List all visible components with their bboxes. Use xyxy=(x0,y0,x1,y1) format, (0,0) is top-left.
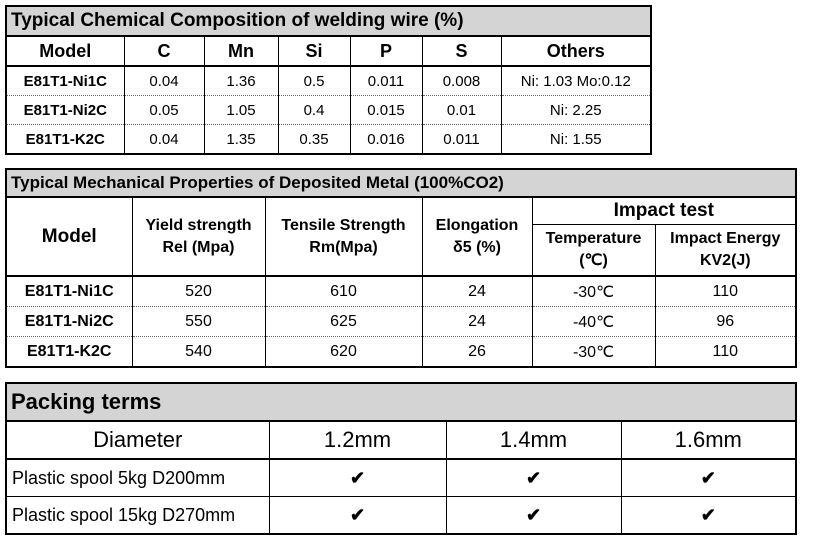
header-impact-test: Impact test xyxy=(531,196,797,225)
checkmark-icon: ✔ xyxy=(620,458,797,497)
cell-mn: 1.05 xyxy=(203,95,279,125)
cell-model: E81T1-Ni1C xyxy=(5,66,125,96)
cell-model: E81T1-K2C xyxy=(5,124,125,154)
header-1-6mm: 1.6mm xyxy=(620,420,797,460)
table-row: E81T1-Ni2C 550 625 24 -40℃ 96 xyxy=(5,306,797,337)
mechanical-properties-table: Typical Mechanical Properties of Deposit… xyxy=(5,168,798,368)
header-s: S xyxy=(421,35,502,67)
cell-temperature: -40℃ xyxy=(531,306,656,337)
cell-p: 0.016 xyxy=(349,124,423,154)
cell-si: 0.4 xyxy=(277,95,351,125)
cell-s: 0.011 xyxy=(421,124,502,154)
checkmark-icon: ✔ xyxy=(445,458,622,497)
cell-tensile: 620 xyxy=(264,336,423,367)
cell-temperature: -30℃ xyxy=(531,336,656,367)
header-si: Si xyxy=(277,35,351,67)
header-elongation: Elongation δ5 (%) xyxy=(421,196,533,277)
chemical-composition-table: Typical Chemical Composition of welding … xyxy=(5,5,653,155)
cell-others: Ni: 1.03 Mo:0.12 xyxy=(500,66,652,96)
cell-s: 0.01 xyxy=(421,95,502,125)
cell-yield: 520 xyxy=(131,276,266,307)
header-c: C xyxy=(123,35,205,67)
header-model: Model xyxy=(5,196,133,277)
chemical-table-title: Typical Chemical Composition of welding … xyxy=(5,6,652,37)
cell-impact-energy: 110 xyxy=(654,276,797,307)
cell-yield: 540 xyxy=(131,336,266,367)
header-others: Others xyxy=(500,35,652,67)
cell-mn: 1.36 xyxy=(203,66,279,96)
table-row: Plastic spool 15kg D270mm ✔ ✔ ✔ xyxy=(5,496,797,535)
mechanical-table-title: Typical Mechanical Properties of Deposit… xyxy=(5,169,797,198)
cell-packing-label: Plastic spool 5kg D200mm xyxy=(5,458,270,497)
cell-tensile: 610 xyxy=(264,276,423,307)
cell-others: Ni: 1.55 xyxy=(500,124,652,154)
cell-yield: 550 xyxy=(131,306,266,337)
packing-terms-table: Packing terms Diameter 1.2mm 1.4mm 1.6mm… xyxy=(5,382,798,535)
header-tensile-strength: Tensile Strength Rm(Mpa) xyxy=(264,196,423,277)
table-row: E81T1-Ni1C 0.04 1.36 0.5 0.011 0.008 Ni:… xyxy=(5,66,652,96)
cell-c: 0.05 xyxy=(123,95,205,125)
cell-packing-label: Plastic spool 15kg D270mm xyxy=(5,496,270,535)
packing-table-title: Packing terms xyxy=(5,382,797,422)
cell-impact-energy: 110 xyxy=(654,336,797,367)
header-1-4mm: 1.4mm xyxy=(445,420,622,460)
cell-c: 0.04 xyxy=(123,66,205,96)
checkmark-icon: ✔ xyxy=(268,458,447,497)
checkmark-icon: ✔ xyxy=(445,496,622,535)
header-model: Model xyxy=(5,35,125,67)
cell-elongation: 24 xyxy=(421,276,533,307)
table-row: E81T1-K2C 540 620 26 -30℃ 110 xyxy=(5,336,797,367)
cell-si: 0.35 xyxy=(277,124,351,154)
header-impact-energy: Impact Energy KV2(J) xyxy=(654,224,797,277)
table-row: E81T1-K2C 0.04 1.35 0.35 0.016 0.011 Ni:… xyxy=(5,124,652,154)
cell-impact-energy: 96 xyxy=(654,306,797,337)
cell-tensile: 625 xyxy=(264,306,423,337)
cell-elongation: 26 xyxy=(421,336,533,367)
cell-si: 0.5 xyxy=(277,66,351,96)
cell-elongation: 24 xyxy=(421,306,533,337)
checkmark-icon: ✔ xyxy=(620,496,797,535)
table-row: E81T1-Ni1C 520 610 24 -30℃ 110 xyxy=(5,276,797,307)
cell-model: E81T1-Ni2C xyxy=(5,306,133,337)
header-temperature: Temperature (℃) xyxy=(531,224,656,277)
header-p: P xyxy=(349,35,423,67)
cell-temperature: -30℃ xyxy=(531,276,656,307)
checkmark-icon: ✔ xyxy=(268,496,447,535)
cell-mn: 1.35 xyxy=(203,124,279,154)
cell-model: E81T1-K2C xyxy=(5,336,133,367)
table-row: E81T1-Ni2C 0.05 1.05 0.4 0.015 0.01 Ni: … xyxy=(5,95,652,125)
header-diameter: Diameter xyxy=(5,420,270,460)
cell-p: 0.015 xyxy=(349,95,423,125)
cell-c: 0.04 xyxy=(123,124,205,154)
cell-model: E81T1-Ni1C xyxy=(5,276,133,307)
table-row: Plastic spool 5kg D200mm ✔ ✔ ✔ xyxy=(5,458,797,497)
cell-p: 0.011 xyxy=(349,66,423,96)
cell-model: E81T1-Ni2C xyxy=(5,95,125,125)
cell-s: 0.008 xyxy=(421,66,502,96)
header-1-2mm: 1.2mm xyxy=(268,420,447,460)
header-mn: Mn xyxy=(203,35,279,67)
header-yield-strength: Yield strength Rel (Mpa) xyxy=(131,196,266,277)
cell-others: Ni: 2.25 xyxy=(500,95,652,125)
